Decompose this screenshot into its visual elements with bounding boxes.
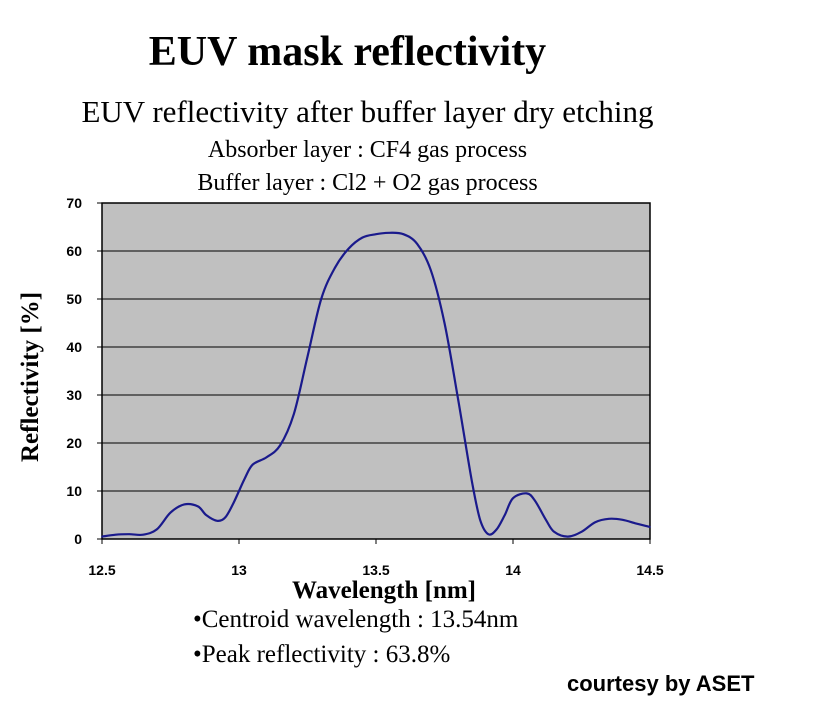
y-tick-label: 50 bbox=[66, 291, 82, 307]
data-point bbox=[504, 514, 506, 516]
data-point bbox=[416, 243, 418, 245]
data-point bbox=[580, 531, 583, 533]
x-tick-label: 13.5 bbox=[362, 562, 389, 578]
y-axis-label: Reflectivity [%] bbox=[17, 292, 44, 462]
x-axis-label: Wavelength [nm] bbox=[292, 577, 476, 604]
data-point bbox=[334, 267, 336, 269]
data-point bbox=[512, 497, 514, 500]
data-point bbox=[347, 247, 350, 250]
x-tick-label: 14 bbox=[505, 562, 521, 578]
data-point bbox=[375, 233, 377, 235]
page-subtitle: EUV reflectivity after buffer layer dry … bbox=[81, 94, 654, 129]
y-tick-label: 70 bbox=[66, 195, 82, 211]
reflectivity-series-line bbox=[101, 231, 651, 538]
x-tick-label: 12.5 bbox=[88, 562, 115, 578]
data-point bbox=[128, 533, 131, 535]
data-point bbox=[183, 503, 185, 506]
data-point bbox=[114, 533, 117, 536]
data-point bbox=[495, 528, 498, 531]
data-point bbox=[545, 519, 547, 521]
y-tick-label: 10 bbox=[66, 483, 82, 499]
data-point bbox=[594, 521, 596, 523]
data-point bbox=[293, 413, 295, 416]
data-point bbox=[525, 492, 528, 495]
x-tick-label: 14.5 bbox=[636, 562, 663, 578]
data-point bbox=[388, 232, 391, 234]
page-title: EUV mask reflectivity bbox=[148, 29, 547, 75]
peak-note: •Peak reflectivity : 63.8% bbox=[193, 641, 451, 668]
data-point bbox=[567, 535, 569, 538]
data-point bbox=[621, 519, 624, 521]
data-point bbox=[243, 478, 246, 480]
data-point bbox=[649, 526, 651, 528]
data-point bbox=[457, 399, 460, 401]
data-point bbox=[608, 518, 610, 520]
data-point bbox=[101, 535, 103, 538]
y-tick-label: 60 bbox=[66, 243, 82, 259]
y-tick-label: 20 bbox=[66, 435, 82, 451]
data-point bbox=[320, 298, 323, 300]
credit-text: courtesy by ASET bbox=[567, 671, 755, 696]
plot-area bbox=[101, 202, 651, 540]
data-point bbox=[205, 514, 207, 516]
y-tick-label: 0 bbox=[74, 531, 82, 547]
centroid-note: •Centroid wavelength : 13.54nm bbox=[193, 606, 519, 633]
data-point bbox=[361, 236, 364, 239]
buffer-process-line: Buffer layer : Cl2 + O2 gas process bbox=[197, 170, 538, 196]
data-point bbox=[216, 520, 218, 522]
x-tick-label: 13 bbox=[231, 562, 247, 578]
data-point bbox=[279, 444, 281, 447]
data-point bbox=[635, 522, 638, 525]
data-point bbox=[306, 355, 309, 358]
data-point bbox=[430, 269, 432, 272]
data-point bbox=[479, 519, 481, 521]
data-point bbox=[402, 233, 405, 235]
data-point bbox=[251, 463, 254, 466]
y-tick-label: 30 bbox=[66, 387, 82, 403]
absorber-process-line: Absorber layer : CF4 gas process bbox=[207, 137, 528, 163]
data-point bbox=[534, 499, 536, 502]
data-point bbox=[443, 322, 446, 324]
data-point bbox=[197, 505, 199, 508]
data-point bbox=[224, 516, 227, 519]
data-point bbox=[142, 533, 144, 536]
data-point bbox=[487, 533, 490, 535]
data-point bbox=[471, 480, 473, 483]
data-point bbox=[169, 511, 172, 514]
y-tick-label: 40 bbox=[66, 339, 82, 355]
data-point bbox=[265, 456, 268, 459]
data-point bbox=[553, 531, 555, 533]
data-point bbox=[232, 502, 235, 504]
data-point bbox=[156, 528, 158, 531]
